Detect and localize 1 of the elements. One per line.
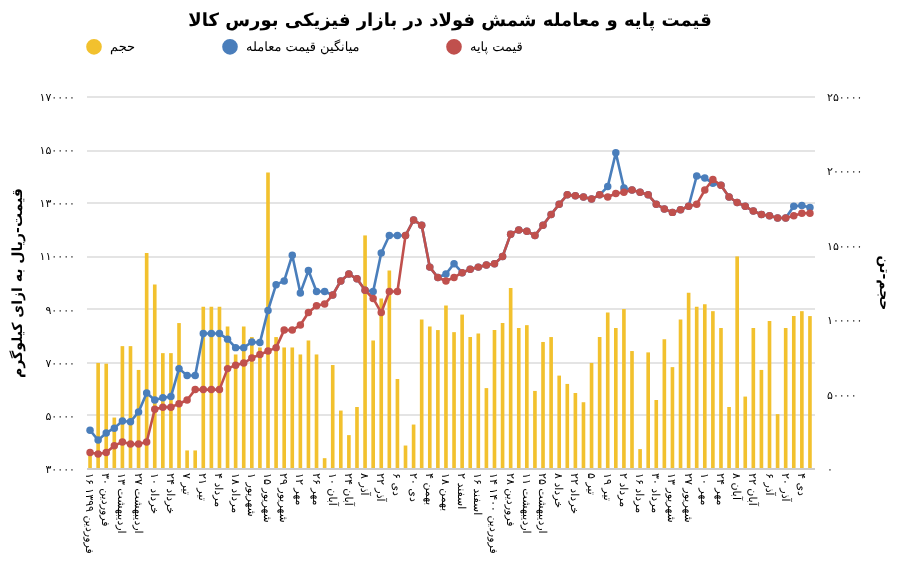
chart-title: قیمت پایه و معامله شمش فولاد در بازار فیزیکی بورس کالا <box>188 12 712 32</box>
